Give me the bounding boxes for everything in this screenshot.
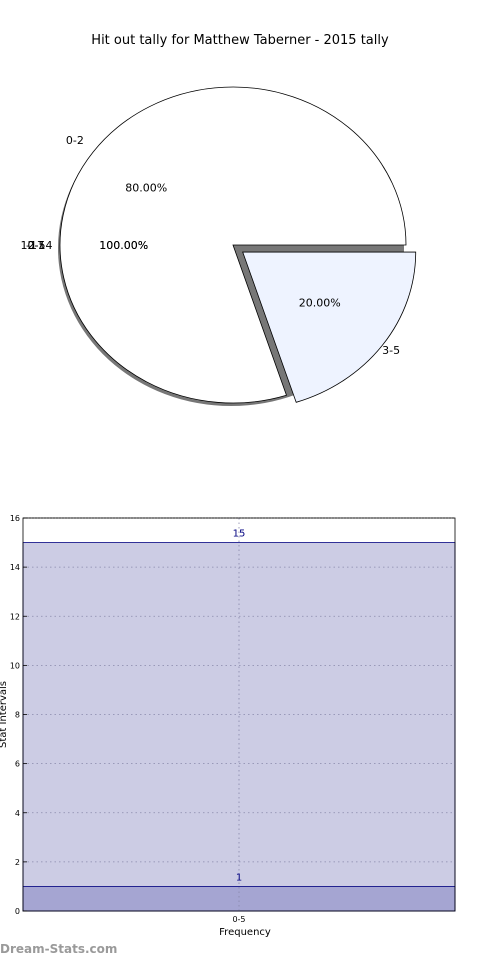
bar-value-label-1: 1 (236, 872, 242, 883)
bar-value-label-0: 15 (233, 529, 246, 540)
y-axis-label: Stat Intervals (0, 681, 9, 748)
y-tick-label: 4 (15, 809, 20, 818)
y-tick-label: 6 (15, 760, 20, 769)
bar-chart: 0 2 4 6 8 10 12 14 16 15 1 0-5 Frequency Stat Interva… (0, 514, 456, 938)
y-tick-label: 0 (15, 907, 20, 916)
y-tick-label: 12 (10, 612, 20, 621)
bar-series-1 (22, 886, 456, 912)
y-tick-label: 10 (10, 661, 20, 670)
y-tick-label: 2 (15, 858, 20, 867)
pie-label-0-5: 0-5 (28, 239, 46, 252)
pie-pct-0-5: 100.00% (99, 239, 148, 252)
y-tick-label: 16 (10, 514, 20, 523)
pie-slice-3-5 (242, 251, 417, 403)
pie-pct-3-5: 20.00% (299, 297, 341, 310)
watermark: Dream-Stats.com (0, 942, 118, 956)
pie-label-overlap: -17 (26, 239, 44, 252)
y-tick-label: 8 (15, 711, 20, 720)
pie-slice-0-2 (59, 86, 407, 404)
pie-label-0-2: 0-2 (66, 134, 84, 147)
plot-frame (22, 517, 456, 912)
pie-pct-12-14: 100.00% (99, 239, 148, 252)
pie-chart: Hit out tally for Matthew Taberner - 201… (21, 33, 417, 406)
pie-title: Hit out tally for Matthew Taberner - 201… (91, 33, 389, 48)
pie-label-12-14: 12-14 (21, 239, 53, 252)
pie-pct-0-2: 80.00% (125, 181, 167, 194)
y-tick-label: 14 (10, 563, 20, 572)
x-axis-label: Frequency (219, 927, 271, 938)
x-tick-label: 0-5 (232, 915, 245, 924)
pie-label-3-5: 3-5 (382, 344, 400, 357)
